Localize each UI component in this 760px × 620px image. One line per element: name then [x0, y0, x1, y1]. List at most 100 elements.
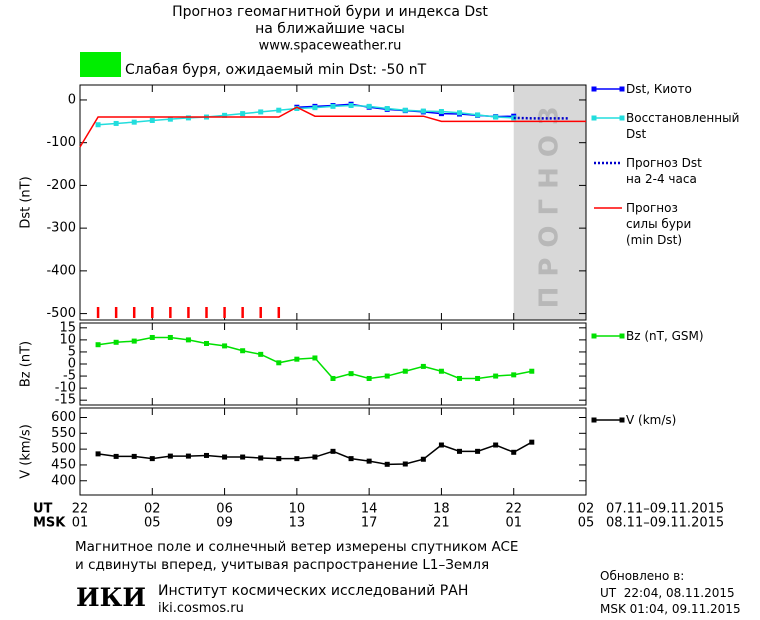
marker [384, 461, 390, 467]
marker [457, 375, 462, 381]
marker [348, 456, 354, 462]
marker [131, 338, 137, 344]
marker [167, 116, 173, 122]
y-tick-label: 10 [59, 332, 76, 347]
title-line: на ближайшие часы [255, 21, 405, 37]
marker [258, 109, 264, 115]
marker [457, 110, 462, 116]
marker [258, 455, 264, 461]
x-tick-label: 22 [505, 502, 522, 517]
marker [240, 454, 246, 460]
site: iki.cosmos.ru [158, 601, 244, 616]
marker [348, 371, 354, 377]
marker [420, 456, 426, 462]
y-axis-label: Dst (nT) [19, 176, 34, 228]
legend-marker [591, 333, 597, 339]
marker [511, 449, 517, 455]
legend-marker [619, 115, 625, 121]
legend-marker [591, 86, 597, 92]
y-tick-label: 0 [68, 357, 76, 372]
marker [475, 448, 481, 454]
panel-frame [79, 84, 587, 321]
y-tick-label: -500 [46, 306, 76, 321]
title-line: Прогноз геомагнитной бури и индекса Dst [172, 4, 488, 20]
marker [113, 339, 119, 345]
series-line [79, 106, 586, 148]
marker [204, 341, 209, 346]
marker [402, 368, 408, 374]
x-tick-label-msk: 09 [216, 516, 233, 531]
x-tick-label: 10 [289, 502, 306, 517]
footer-note: и сдвинуты вперед, учитывая распростране… [75, 557, 490, 573]
y-tick-label: 400 [51, 473, 76, 488]
marker [438, 108, 444, 114]
date-range: 08.11–09.11.2015 [606, 516, 724, 531]
marker [312, 355, 318, 361]
y-tick-label: -200 [46, 178, 76, 193]
x-tick-label: 02 [144, 502, 161, 517]
marker [240, 348, 246, 354]
marker [149, 456, 155, 462]
y-tick-label: -100 [46, 135, 76, 150]
x-tick-label: 22 [72, 502, 89, 517]
y-axis-label: Bz (nT) [19, 341, 34, 387]
y-tick-label: 500 [51, 442, 76, 457]
y-tick-label: 550 [51, 426, 76, 441]
marker [402, 461, 408, 467]
forecast-label: ПРОГНОЗ [534, 97, 564, 309]
legend-marker [619, 86, 625, 92]
y-tick-label: 5 [68, 344, 76, 359]
y-tick-label: -400 [46, 263, 76, 278]
y-axis-label: V (km/s) [19, 424, 34, 479]
marker [420, 108, 426, 114]
updated-msk: MSK 01:04, 09.11.2015 [600, 602, 741, 616]
legend-marker [591, 417, 597, 423]
y-tick-label: 600 [51, 410, 76, 425]
marker [402, 107, 408, 113]
marker [222, 454, 228, 460]
marker [420, 363, 426, 369]
marker [438, 368, 444, 374]
marker [131, 119, 137, 125]
marker [185, 115, 191, 121]
marker [366, 375, 372, 381]
marker [493, 373, 499, 379]
marker [294, 356, 300, 362]
x-tick-label-msk: 01 [505, 516, 522, 531]
marker [475, 112, 481, 118]
x-tick-label: 06 [216, 502, 233, 517]
marker [493, 114, 499, 120]
marker [312, 105, 318, 111]
logo: ИКИ [76, 583, 146, 612]
x-tick-label-msk: 17 [361, 516, 378, 531]
institute: Институт космических исследований РАН [158, 583, 469, 599]
panel-frame [79, 407, 587, 496]
forecast-region [513, 85, 586, 320]
marker [113, 120, 119, 126]
y-tick-label: 450 [51, 457, 76, 472]
marker [348, 103, 354, 109]
y-tick-label: -300 [46, 221, 76, 236]
marker [95, 342, 101, 348]
y-tick-label: 15 [59, 320, 76, 335]
series-line [98, 104, 514, 126]
marker [95, 451, 101, 457]
marker [276, 360, 282, 366]
marker [131, 453, 137, 459]
url: www.spaceweather.ru [259, 39, 402, 54]
storm-level-text: Слабая буря, ожидаемый min Dst: -50 nT [125, 62, 427, 78]
marker [294, 106, 300, 111]
marker [330, 103, 336, 109]
marker [167, 334, 173, 340]
series-line [97, 441, 533, 466]
legend-label: Прогноз силы бури (min Dst) [626, 201, 692, 247]
legend-label: Прогноз Dst на 2-4 часа [626, 156, 702, 186]
marker [330, 448, 336, 454]
y-tick-label: -10 [55, 381, 76, 396]
marker [276, 456, 282, 462]
marker [240, 111, 246, 117]
marker [167, 453, 173, 459]
footer-note: Магнитное поле и солнечный ветер измерен… [75, 539, 519, 555]
legend-label: Восстановленный Dst [626, 111, 740, 141]
